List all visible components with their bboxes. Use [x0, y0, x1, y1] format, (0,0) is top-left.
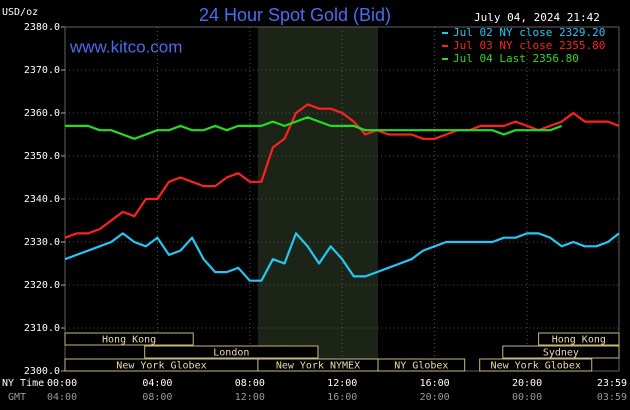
session-label: London	[213, 348, 249, 359]
session-bar	[377, 358, 466, 372]
session-bar	[144, 345, 319, 359]
x2-tick-label: 12:00	[235, 392, 265, 403]
series-line	[64, 232, 620, 282]
y-axis-label: USD/oz	[2, 7, 38, 18]
x-tick-label: 12:00	[327, 378, 357, 389]
x-tick-label: 23:59	[597, 378, 627, 389]
session-bar	[479, 358, 593, 372]
timestamp: July 04, 2024 21:42	[474, 11, 600, 24]
x-tick-label: 16:00	[420, 378, 450, 389]
legend-label: Jul 04 Last 2356.80	[453, 52, 579, 65]
y-tick-label: 2300.0	[24, 366, 60, 377]
x-tick-label: 00:00	[47, 378, 77, 389]
x2-tick-label: 20:00	[420, 392, 450, 403]
session-bar	[538, 332, 620, 346]
session-bar	[502, 345, 620, 359]
y-tick-label: 2320.0	[24, 280, 60, 291]
chart-title: 24 Hour Spot Gold (Bid)	[199, 5, 391, 25]
session-label: Hong Kong	[102, 335, 156, 346]
x2-tick-label: 08:00	[142, 392, 172, 403]
session-label: Sydney	[543, 348, 579, 359]
x2-tick-label: 04:00	[47, 392, 77, 403]
x-tick-label: 20:00	[512, 378, 542, 389]
y-tick-label: 2340.0	[24, 194, 60, 205]
y-tick-label: 2350.0	[24, 151, 60, 162]
x2-tick-label: 03:59	[597, 392, 627, 403]
session-bar	[64, 332, 194, 346]
session-label: NY Globex	[394, 361, 448, 372]
y-tick-label: 2330.0	[24, 237, 60, 248]
x-tick-label: 08:00	[235, 378, 265, 389]
x-tick-label: 04:00	[142, 378, 172, 389]
x2-tick-label: 16:00	[327, 392, 357, 403]
source: www.kitco.com	[69, 37, 182, 56]
x2-axis-label: GMT	[8, 392, 26, 403]
y-tick-label: 2370.0	[24, 65, 60, 76]
series-line	[65, 116, 563, 140]
y-tick-label: 2380.0	[24, 22, 60, 33]
legend-label: Jul 03 NY close 2355.80	[453, 39, 605, 52]
series-line	[64, 103, 620, 239]
session-label: New York Globex	[116, 361, 206, 372]
y-tick-label: 2310.0	[24, 323, 60, 334]
session-label: Hong Kong	[552, 335, 606, 346]
x-axis-label: NY Time	[2, 378, 44, 389]
x2-tick-label: 00:00	[512, 392, 542, 403]
y-tick-label: 2360.0	[24, 108, 60, 119]
legend-label: Jul 02 NY close 2329.20	[453, 26, 605, 39]
session-label: New York Globex	[491, 361, 581, 372]
session-label: New York NYMEX	[276, 361, 360, 372]
